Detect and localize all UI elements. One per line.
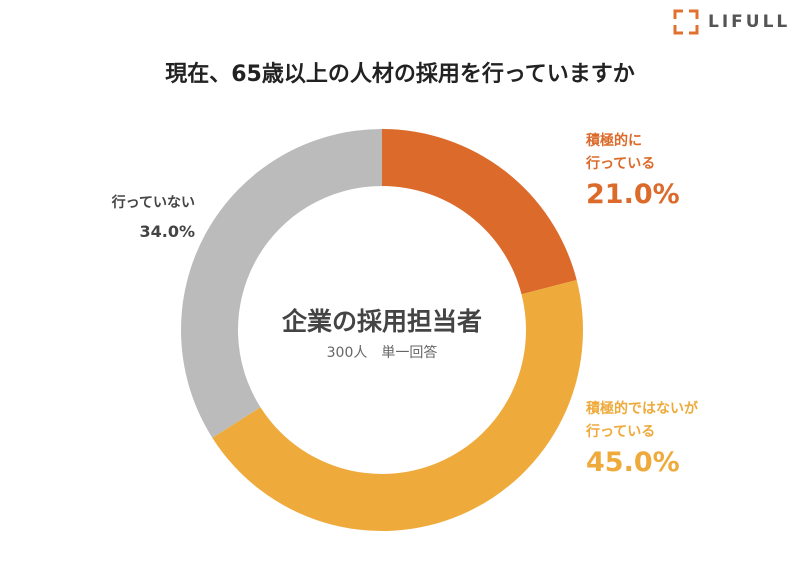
logo-text: LIFULL — [708, 12, 791, 32]
slice-value: 21.0% — [586, 179, 680, 210]
center-title: 企業の採用担当者 — [281, 307, 482, 336]
slice-value: 45.0% — [586, 447, 680, 478]
slice-label-line1: 行っていない — [111, 195, 195, 211]
slice-label-none: 行っていない 34.0% — [60, 192, 195, 245]
lifull-logo: LIFULL — [672, 8, 790, 36]
chart-title: 現在、65歳以上の人材の採用を行っていますか — [165, 62, 635, 87]
slice-passive — [212, 280, 584, 532]
center-subtitle: 300人 単一回答 — [326, 345, 438, 361]
logo-bracket-icon — [673, 9, 699, 35]
slice-label-active: 積極的に 行っている 21.0% — [586, 130, 680, 212]
slice-label-line1: 積極的に — [586, 133, 642, 149]
slice-label-line2: 行っている — [586, 156, 656, 172]
slice-value: 34.0% — [139, 222, 195, 241]
slice-label-line2: 行っている — [586, 424, 656, 440]
slice-label-line1: 積極的ではないが — [586, 401, 698, 417]
slice-active — [382, 129, 577, 295]
slice-label-passive: 積極的ではないが 行っている 45.0% — [586, 398, 698, 480]
slice-none — [180, 129, 382, 438]
